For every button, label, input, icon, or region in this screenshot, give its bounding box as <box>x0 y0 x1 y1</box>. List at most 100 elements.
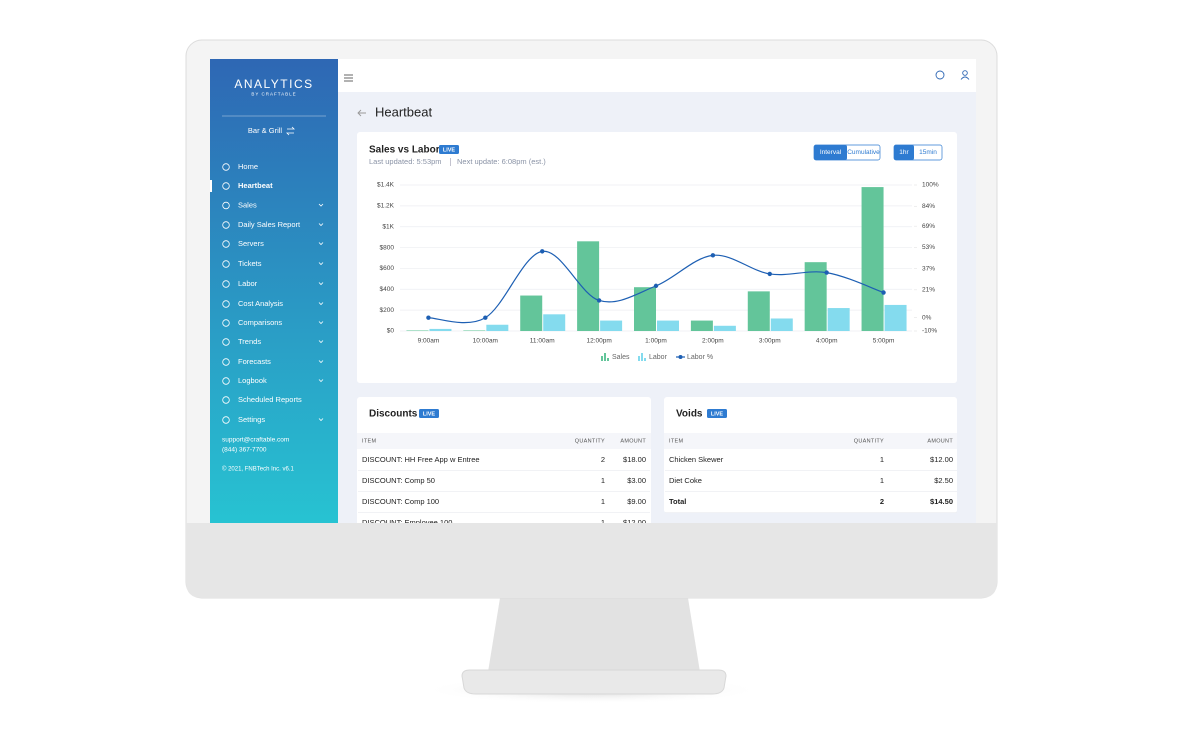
legend-icon <box>638 356 640 361</box>
bar <box>600 320 623 331</box>
y2-tick-label: 84% <box>922 203 935 210</box>
interval-button[interactable]: 15min <box>919 149 937 156</box>
table-cell: $9.00 <box>627 497 646 506</box>
y-tick-label: $1.2K <box>377 203 395 210</box>
nav-icon <box>222 319 230 327</box>
x-tick-label: 12:00pm <box>586 338 611 345</box>
next-update: Next update: 6:08pm (est.) <box>457 157 546 166</box>
nav-item[interactable]: Cost Analysis <box>238 299 283 308</box>
nav-item[interactable]: Comparisons <box>238 318 282 327</box>
bar <box>543 314 566 331</box>
nav-item[interactable]: Daily Sales Report <box>238 220 301 229</box>
y-tick-label: $800 <box>380 244 395 251</box>
line-point <box>426 315 431 320</box>
table-cell: $12.00 <box>930 455 953 464</box>
x-tick-label: 10:00am <box>473 338 498 345</box>
legend-label: Sales <box>612 354 630 361</box>
nav-icon <box>222 416 230 424</box>
live-label: LIVE <box>423 411 436 417</box>
card-title: Sales vs Labor <box>369 145 440 156</box>
nav-icon <box>222 221 230 229</box>
y2-tick-label: 0% <box>922 314 932 321</box>
column-header: QUANTITY <box>575 438 605 444</box>
nav-icons <box>222 163 230 424</box>
card-title: Discounts <box>369 409 418 420</box>
page-title: Heartbeat <box>375 104 432 119</box>
mode-button[interactable]: Cumulative <box>847 149 880 156</box>
legend-icon <box>641 353 643 361</box>
x-tick-label: 1:00pm <box>645 338 667 345</box>
voids-card <box>664 397 957 513</box>
nav-item[interactable]: Tickets <box>238 259 262 268</box>
support-phone: (844) 367-7700 <box>222 447 267 454</box>
nav-icon <box>222 300 230 308</box>
line-point <box>653 283 659 289</box>
interval-active <box>894 145 914 160</box>
bar <box>463 330 486 331</box>
live-badge <box>439 145 459 154</box>
legend-label: Labor % <box>687 354 713 361</box>
live-badge <box>419 409 439 418</box>
nav-icon <box>222 163 230 171</box>
brand-sub: BY CRAFTABLE <box>251 92 296 97</box>
y-tick-label: $600 <box>380 265 395 272</box>
nav-icon <box>222 182 230 190</box>
swap-icon <box>286 126 295 136</box>
y2-tick-label: 100% <box>922 182 939 189</box>
line-point <box>483 315 488 320</box>
nav-item[interactable]: Forecasts <box>238 357 271 366</box>
line-point <box>881 290 886 295</box>
menu-button[interactable] <box>344 74 353 82</box>
table-header <box>664 433 957 449</box>
bar <box>884 304 907 331</box>
table-cell: 1 <box>880 476 884 485</box>
table-cell: DISCOUNT: Comp 100 <box>362 497 439 506</box>
table-cell: 1 <box>601 497 605 506</box>
bar <box>486 324 509 331</box>
back-button[interactable] <box>357 109 366 117</box>
mode-active <box>814 145 847 160</box>
last-updated: Last updated: 5:53pm <box>369 157 442 166</box>
top-bar <box>338 59 976 92</box>
x-tick-label: 4:00pm <box>816 338 838 345</box>
active-indicator <box>210 180 212 192</box>
nav-item[interactable]: Labor <box>238 279 258 288</box>
x-tick-label: 2:00pm <box>702 338 724 345</box>
bar <box>520 295 543 331</box>
table-cell: $18.00 <box>623 455 646 464</box>
live-badge <box>707 409 727 418</box>
bar <box>770 318 793 331</box>
legend-icon <box>604 353 606 361</box>
y2-tick-label: 69% <box>922 223 935 230</box>
discounts-table: ITEM QUANTITY AMOUNT DISCOUNT: HH Free App … <box>358 438 650 523</box>
nav-item[interactable]: Sales <box>238 200 257 209</box>
column-header: AMOUNT <box>620 438 646 444</box>
line-point <box>596 298 602 303</box>
nav-item[interactable]: Scheduled Reports <box>238 395 302 404</box>
y-tick-label: $400 <box>380 286 395 293</box>
nav-item[interactable]: Servers <box>238 239 264 248</box>
nav-item[interactable]: Home <box>238 162 258 171</box>
nav-item[interactable]: Heartbeat <box>238 181 273 190</box>
y2-tick-label: -10% <box>922 328 937 335</box>
x-tick-label: 9:00am <box>418 338 440 345</box>
bar <box>657 320 679 331</box>
legend-icon <box>644 358 646 361</box>
nav-item[interactable]: Trends <box>238 337 261 346</box>
column-header: AMOUNT <box>927 438 953 444</box>
mode-button[interactable]: Interval <box>820 149 842 156</box>
interval-button[interactable]: 1hr <box>899 149 909 156</box>
nav-icon <box>222 260 230 268</box>
y-tick-label: $0 <box>387 328 395 335</box>
support-email[interactable]: support@craftable.com <box>222 437 289 444</box>
user-button[interactable] <box>960 70 970 80</box>
table-header <box>357 433 651 449</box>
legend-label: Labor <box>649 354 668 361</box>
help-button[interactable] <box>935 70 945 80</box>
chevrons <box>318 203 324 422</box>
nav-item[interactable]: Settings <box>238 415 265 424</box>
location-switch[interactable]: Bar & Grill <box>248 126 283 135</box>
live-label: LIVE <box>711 411 724 417</box>
nav-item[interactable]: Logbook <box>238 376 267 385</box>
